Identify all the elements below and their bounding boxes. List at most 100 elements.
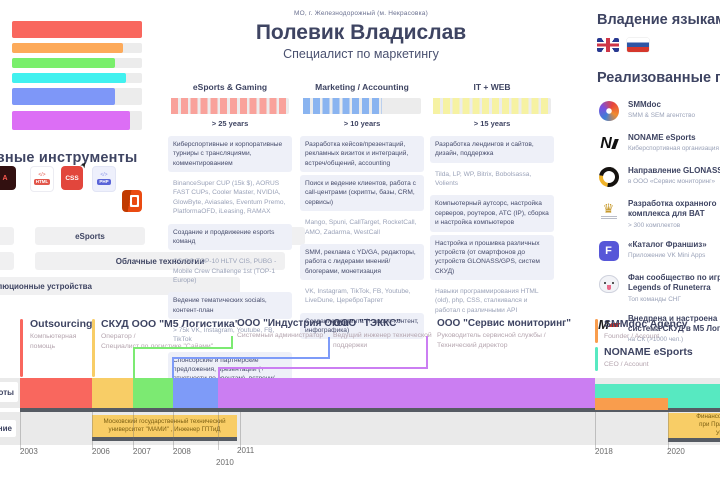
connector-line: [172, 357, 174, 378]
job-subtitle: Founder / Account: [604, 333, 660, 340]
experience-bar-track: [303, 98, 421, 114]
timeline-job: NONAME eSports CEO / Account: [604, 346, 714, 370]
project-title: Внедрена и настроена: [628, 313, 718, 323]
experience-bar: [303, 98, 383, 114]
skill-bar: [12, 21, 142, 38]
job-title: SMMdoc Agency: [604, 318, 688, 330]
experience-bar-track: [171, 98, 289, 114]
experience-bar: [171, 98, 289, 114]
right-panel: Владение языками Реализованные проекты S…: [594, 12, 720, 354]
year-tick: [240, 412, 241, 450]
year-tick: [595, 412, 596, 450]
experience-bar: [433, 98, 551, 114]
skill-block: Навыки программирования HTML (old), php,…: [435, 287, 539, 314]
timeline-band: [173, 378, 218, 408]
timeline-marker: [20, 319, 23, 377]
skill-bar: [12, 73, 127, 83]
location: МО, г. Железнодорожный (м. Некрасовка): [294, 10, 428, 17]
project-subtitle: Киберспортивная организация: [628, 145, 719, 153]
year-tick: [92, 412, 93, 450]
job-subtitle: CEO / Account: [604, 361, 649, 368]
css-icon: CSS ➤: [61, 161, 89, 190]
glonass-ring-icon: [594, 163, 623, 191]
project-subtitle: > 300 комплектов: [628, 221, 681, 229]
education-text: университет "МАМИ" , Инженер ГПТиД: [108, 426, 221, 433]
connector-line: [133, 347, 135, 378]
skill-bar-track: [12, 111, 142, 130]
connector-line: [218, 367, 220, 378]
year-label: 2007: [133, 447, 151, 456]
php-badge: PHP: [97, 178, 111, 186]
years-label: > 10 years: [343, 119, 381, 128]
skill-block: Поиск и ведение клиентов, работа с call-…: [300, 175, 424, 212]
column-title: IT + WEB: [473, 82, 511, 92]
tag-cloud-tech: Облачные технологии: [35, 252, 285, 270]
timeline-marker: [595, 347, 598, 371]
skill-bar-track: [12, 21, 142, 38]
header: МО, г. Железнодорожный (м. Некрасовка) П…: [180, 10, 542, 61]
poro-icon: [598, 274, 619, 293]
skill-block: Компьютерный аутсорс, настройка серверов…: [430, 195, 554, 232]
tongue-shape: [606, 284, 611, 290]
job-title: NONAME eSports: [604, 346, 693, 358]
uk-flag-icon: [597, 37, 619, 52]
tools-title: Основные инструменты: [0, 150, 138, 166]
project-title: NONAME eSports: [628, 133, 696, 142]
year-label: 2003: [20, 447, 38, 456]
project-item: SMMdoc SMM & SEM агентство: [597, 100, 720, 122]
timeline-band: [133, 378, 173, 408]
years-label: > 25 years: [211, 119, 249, 128]
tag-cropped: [0, 252, 14, 270]
timeline-job: ООО "Сервис мониторинг" Руководитель сер…: [437, 318, 571, 350]
job-title: СКУД ООО "М5 Логистика": [101, 318, 240, 330]
tag-revolutionary-devices: Революционные устройства: [0, 277, 240, 295]
connector-line: [426, 336, 428, 369]
project-title: SMMdoc: [628, 100, 661, 109]
column-marketing-accounting: Marketing / Accounting > 10 years Разраб…: [300, 82, 424, 340]
experience-bar-track: [433, 98, 551, 114]
year-label: 2020: [667, 447, 685, 456]
connector-line: [172, 357, 330, 359]
skill-bar-track: [12, 73, 142, 83]
project-item: Направление GLONASS в ООО «Сервис монито…: [594, 163, 720, 191]
project-subtitle: в ООО «Сервис мониторинг»: [628, 178, 716, 186]
year-label: 2010: [216, 458, 234, 467]
ms-office-icon: [122, 190, 142, 212]
timeline-marker: [92, 319, 95, 377]
royal-crown-icon: ♛: [602, 200, 615, 216]
smmdoc-logo-icon: [598, 101, 619, 121]
tag-cropped: [0, 227, 14, 245]
skill-block: Киберспортивные и корпоративные турниры …: [168, 136, 292, 173]
year-tick: [20, 412, 21, 450]
education-text: Финансовый университет: [696, 412, 720, 420]
job-subtitle: Системный администратор: [237, 332, 324, 339]
skill-block: VK, Instagram, TikTok, FB, Youtube, Live…: [305, 287, 411, 305]
year-label: 2006: [92, 447, 110, 456]
skill-blocks: Разработка кейсов/презентаций, рекламных…: [300, 136, 424, 340]
project-title: Направление GLONASS: [628, 166, 720, 175]
adobe-app-icon: A: [0, 166, 16, 190]
skill-block: Создание и продвижение esports команд: [168, 223, 292, 251]
code-glyph: </>: [100, 171, 108, 178]
project-title-line2: система СКУД в М5 Логистика: [628, 323, 720, 333]
project-item: F «Каталог Франшиз» Приложение VK Mini A…: [597, 240, 720, 262]
projects-title: Реализованные проекты: [597, 70, 720, 86]
skill-blocks: Разработка лендингов и сайтов, дизайн, п…: [430, 136, 554, 319]
person-role: Специалист по маркетингу: [283, 47, 439, 61]
eye-dot: [611, 281, 614, 284]
project-title-line2: Legends of Runeterra: [628, 283, 711, 293]
skill-bar-track: [12, 88, 142, 105]
logo-accent: [610, 139, 619, 149]
person-name: Полевик Владислав: [255, 21, 467, 44]
html-icon: </> HTML: [30, 166, 54, 192]
job-subtitle: Руководитель сервисной службы / Техничес…: [437, 332, 546, 349]
year-tick: [133, 412, 134, 450]
row-label-jobs: Работы: [0, 382, 18, 402]
project-item: ♛ Разработка охранного комплекса для ВАТ…: [597, 199, 720, 229]
timeline-band: [595, 398, 668, 410]
project-title: «Каталог Франшиз»: [628, 239, 707, 249]
russia-flag-icon: [627, 37, 649, 52]
project-item: Фан сообщество по игре Legends of Runete…: [597, 273, 720, 303]
skill-block: Создание контента (+ видео-контент, инфо…: [300, 312, 424, 340]
skill-block: Mango, Spuni, CallTarget, RocketCall, AM…: [305, 219, 417, 236]
